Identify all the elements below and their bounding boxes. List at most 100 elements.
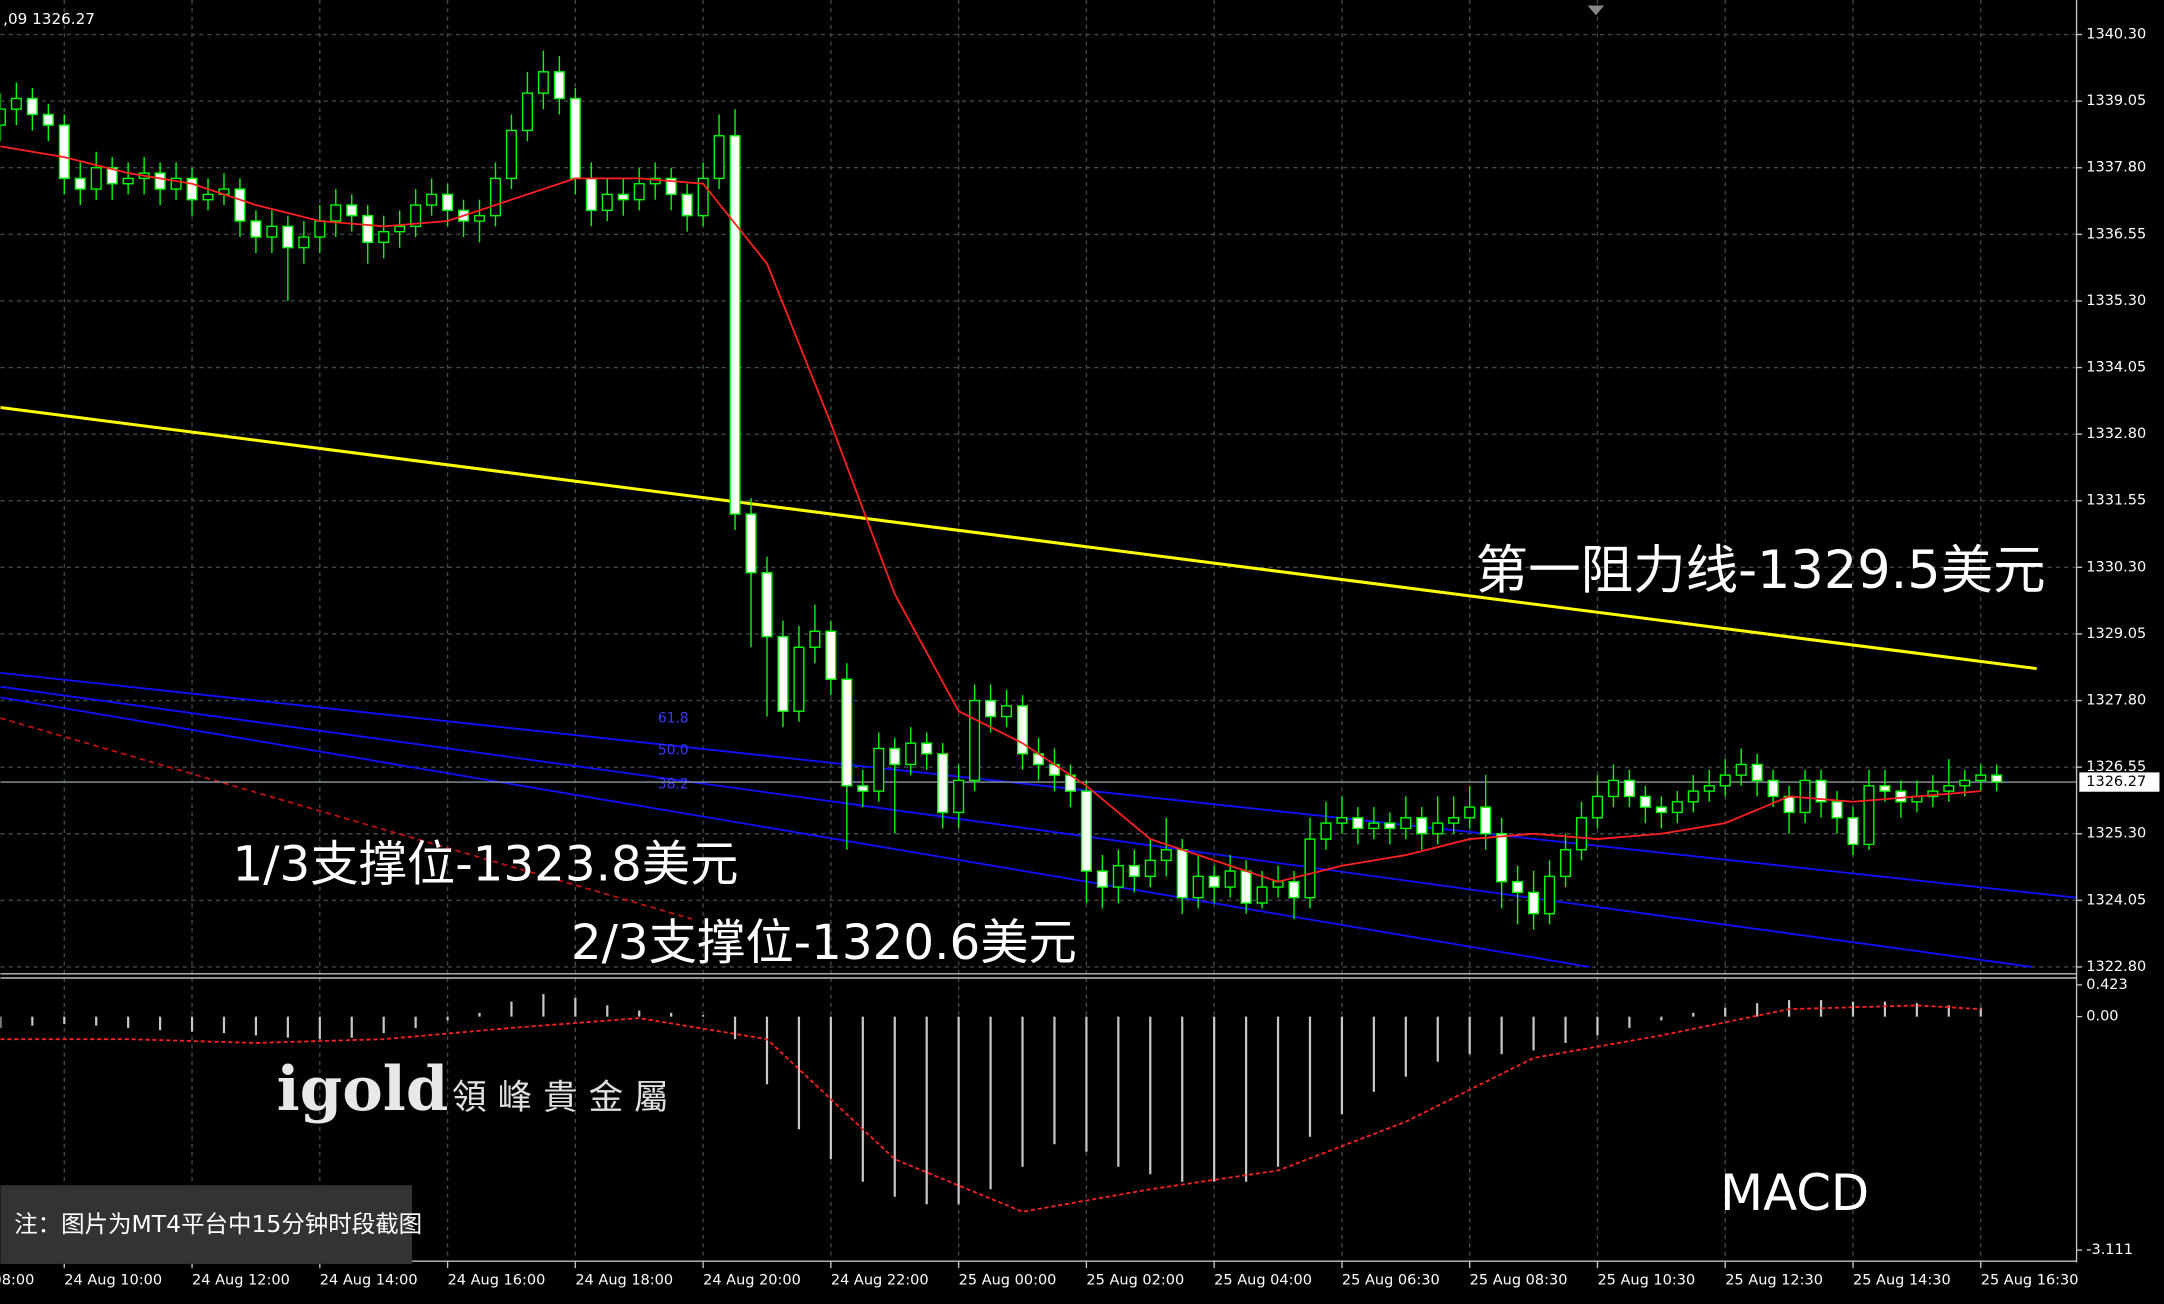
candle-body — [362, 214, 374, 244]
candle-body — [1975, 774, 1987, 782]
candle-body — [346, 204, 358, 217]
candle-body — [1320, 822, 1332, 840]
candle-body — [649, 177, 661, 185]
trend-line — [0, 671, 2077, 899]
macd-panel — [0, 994, 1982, 1213]
candle-body — [1783, 795, 1795, 814]
candle-body — [1943, 785, 1955, 792]
candle-body — [154, 172, 166, 190]
candle-body — [505, 129, 517, 180]
watermark-name: 領 峰 貴 金 屬 — [452, 1078, 668, 1118]
candle-body — [1703, 785, 1715, 792]
current-price-label: 1326.27 — [2086, 774, 2146, 790]
annotation: 1/3支撑位-1323.8美元 — [232, 836, 738, 892]
candle-body — [1448, 817, 1460, 824]
note-box — [0, 1185, 413, 1264]
symbol-info: ,09 1326.27 — [3, 10, 95, 28]
candle-body — [841, 678, 853, 787]
candle-body — [1639, 795, 1651, 808]
candle-body — [1671, 801, 1683, 814]
x-tick-label: 24 Aug 14:00 — [320, 1273, 418, 1289]
candle-body — [745, 513, 757, 574]
y-tick-label: 1334.05 — [2086, 360, 2146, 376]
macd-y-tick-label: 0.00 — [2086, 1009, 2118, 1025]
candle-body — [873, 747, 885, 792]
candle-body — [825, 630, 837, 680]
candle-body — [1160, 849, 1172, 862]
candle-body — [697, 177, 709, 217]
candle-body — [793, 646, 805, 712]
candle-body — [921, 742, 933, 755]
candle-body — [1416, 817, 1428, 835]
x-tick-label: 24 Aug 12:00 — [192, 1273, 290, 1289]
candle-body — [1735, 763, 1747, 776]
fib-label: 61.8 — [658, 710, 689, 726]
x-tick-label: 24 Aug 08:00 — [0, 1273, 34, 1289]
candle-body — [1352, 817, 1364, 830]
y-tick-label: 1336.55 — [2086, 226, 2146, 242]
candle-body — [42, 113, 54, 126]
candle-body — [1847, 817, 1859, 846]
candle-body — [1751, 763, 1763, 782]
candle-body — [1336, 817, 1348, 824]
candle-body — [74, 177, 86, 190]
y-tick-label: 1335.30 — [2086, 293, 2146, 309]
candle-body — [1879, 785, 1891, 792]
candle-body — [170, 177, 182, 190]
y-tick-label: 1330.30 — [2086, 559, 2146, 575]
y-tick-label: 1331.55 — [2086, 493, 2146, 509]
candle-body — [1991, 774, 2003, 783]
candle-body — [1559, 849, 1572, 878]
candle-body — [1480, 806, 1492, 835]
y-tick-label: 1339.05 — [2086, 93, 2146, 109]
candle-body — [1767, 779, 1779, 798]
candle-body — [489, 177, 502, 217]
candle-body — [537, 71, 549, 94]
y-tick-label: 1326.55 — [2086, 759, 2146, 775]
candle-body — [266, 225, 278, 238]
candle-body — [857, 785, 869, 792]
candle-body — [1384, 822, 1396, 830]
candle-body — [1496, 833, 1508, 883]
candle-body — [553, 71, 565, 100]
candle-body — [394, 225, 406, 233]
candle-body — [1655, 806, 1667, 814]
trend-line — [0, 685, 2032, 968]
x-tick-label: 25 Aug 08:30 — [1470, 1273, 1568, 1289]
candle-body — [122, 177, 134, 185]
candle-body — [1687, 790, 1699, 803]
y-tick-label: 1337.80 — [2086, 160, 2146, 176]
candle-body — [1208, 875, 1220, 888]
x-tick-label: 25 Aug 06:30 — [1342, 1273, 1440, 1289]
candle-body — [1464, 806, 1476, 819]
candle-body — [681, 193, 693, 217]
macd-signal — [0, 1004, 1981, 1213]
candle-body — [1575, 817, 1588, 851]
candle-body — [889, 747, 901, 766]
candle-body — [1192, 875, 1204, 899]
candle-body — [1959, 779, 1971, 787]
macd-y-tick-label: 0.423 — [2086, 977, 2128, 993]
candle-body — [1128, 865, 1140, 878]
candle-body — [1512, 881, 1524, 894]
candle-body — [250, 220, 262, 238]
candle-body — [761, 571, 773, 638]
candle-body — [1080, 790, 1092, 872]
candle-body — [1224, 870, 1236, 888]
candle-body — [905, 742, 917, 766]
candle-body — [314, 220, 326, 238]
candle-body — [10, 97, 22, 110]
macd-title: MACD — [1720, 1164, 1869, 1222]
candle-body — [442, 193, 454, 212]
candle-body — [1528, 891, 1540, 915]
x-tick-label: 25 Aug 00:00 — [959, 1273, 1057, 1289]
shift-marker — [1587, 5, 1605, 16]
candle-body — [617, 193, 629, 201]
candle-body — [729, 135, 741, 515]
candle-body — [1863, 785, 1875, 846]
candle-body — [633, 183, 645, 201]
